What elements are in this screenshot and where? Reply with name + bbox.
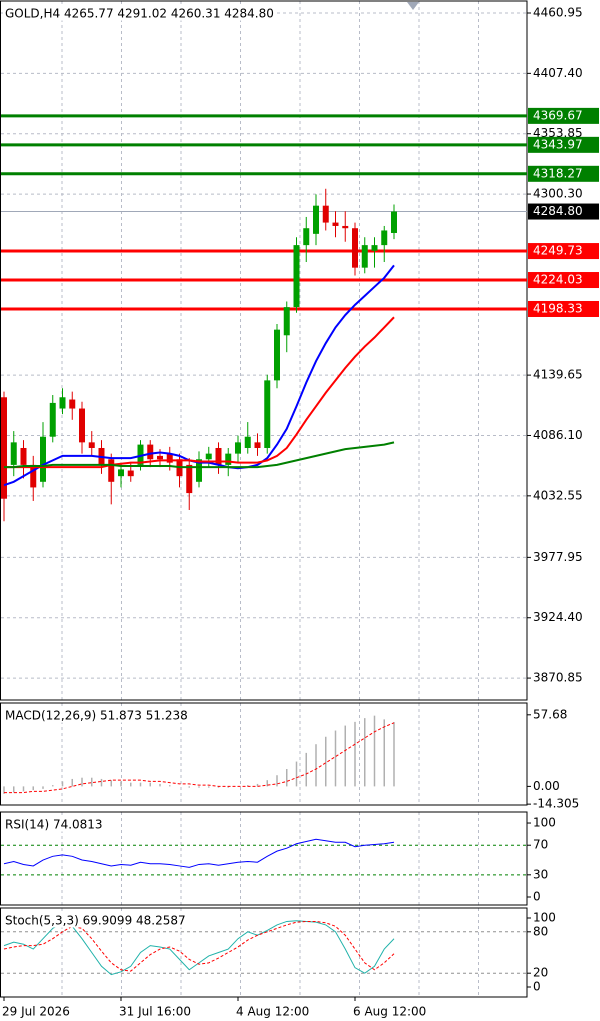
candle-body <box>157 455 163 460</box>
y-tick-label: 0.00 <box>533 779 560 793</box>
level-label: 4318.27 <box>533 166 583 180</box>
x-tick-label: 4 Aug 12:00 <box>236 1005 309 1019</box>
candle-body <box>391 211 397 233</box>
y-tick-label: 100 <box>533 911 556 925</box>
candle-body <box>313 205 319 234</box>
candle-body <box>118 469 124 477</box>
x-tick-label: 29 Jul 2026 <box>2 1005 70 1019</box>
level-label: 4198.33 <box>533 301 583 315</box>
y-tick-label: 70 <box>533 838 548 852</box>
candle-body <box>166 453 173 463</box>
y-tick-label: 0 <box>533 890 541 904</box>
y-tick-label: 100 <box>533 816 556 830</box>
y-tick-label: 3924.40 <box>533 610 583 624</box>
level-label-box <box>528 165 599 182</box>
indicator-line <box>3 920 395 972</box>
candle-body <box>371 245 378 251</box>
level-label-box <box>528 243 599 260</box>
x-axis-border <box>0 997 527 998</box>
candle-body <box>244 436 251 448</box>
candle-body <box>30 464 37 488</box>
y-tick-label: 4139.65 <box>533 368 583 382</box>
candle-body <box>186 464 193 494</box>
candle-body <box>381 230 388 246</box>
y-tick-label: 4032.55 <box>533 488 583 502</box>
candle-body <box>303 228 310 246</box>
pane-title: Stoch(5,3,3) 69.9099 48.2587 <box>5 914 186 928</box>
candle-body <box>88 442 95 448</box>
indicator-line <box>4 441 395 469</box>
candle-body <box>205 453 212 460</box>
candle-body <box>283 307 290 336</box>
candle-body <box>20 447 27 465</box>
level-label-box <box>528 136 599 153</box>
candle-body <box>332 222 339 226</box>
candle-body <box>79 408 85 443</box>
candle-body <box>40 436 46 482</box>
pane-title-bg <box>3 913 188 928</box>
candle-body <box>215 447 222 465</box>
last-price-label: 4284.80 <box>533 204 583 218</box>
candle-body <box>361 245 368 268</box>
level-label-box <box>528 300 599 317</box>
y-tick-label: 57.68 <box>533 707 567 721</box>
x-tick-label: 6 Aug 12:00 <box>353 1005 426 1019</box>
indicator-line <box>4 316 395 469</box>
indicator-line <box>4 722 395 794</box>
candle-body <box>127 470 134 477</box>
pane-title-bg <box>3 708 190 723</box>
pane-border <box>0 702 528 806</box>
x-tick-label: 31 Jul 16:00 <box>119 1005 191 1019</box>
candle-body <box>352 228 358 268</box>
y-tick-label: 4353.85 <box>533 126 583 140</box>
y-tick-label: 3870.85 <box>533 671 583 685</box>
y-tick-label: 20 <box>533 966 548 980</box>
y-tick-label: 0 <box>533 979 541 993</box>
y-tick-label: 4300.30 <box>533 187 583 201</box>
pane-title: RSI(14) 74.0813 <box>5 818 103 832</box>
candle-body <box>147 444 154 460</box>
y-tick-label: 4460.95 <box>533 6 583 20</box>
candle-body <box>1 397 7 499</box>
shift-marker <box>407 2 419 10</box>
y-tick-label: 4407.40 <box>533 66 583 80</box>
candle-body <box>235 442 241 454</box>
candle-body <box>225 453 232 465</box>
candle-body <box>108 459 115 482</box>
y-tick-label: -14.305 <box>533 797 579 811</box>
y-tick-label: 3977.95 <box>533 550 583 564</box>
candle-body <box>59 397 66 409</box>
candle-body <box>342 225 349 229</box>
candle-body <box>69 399 76 409</box>
y-tick-label: 30 <box>533 867 548 881</box>
pane-title-bg <box>3 817 105 832</box>
candle-body <box>274 329 280 381</box>
candle-body <box>254 442 261 448</box>
candle-body <box>49 402 56 437</box>
y-tick-label: 4086.10 <box>533 428 583 442</box>
candle-body <box>137 444 144 465</box>
candle-body <box>264 380 271 448</box>
pane-border <box>0 811 528 906</box>
level-label: 4343.97 <box>533 137 583 151</box>
candle-body <box>10 442 17 465</box>
level-label-box <box>528 107 599 124</box>
pane-title-bg <box>3 6 276 21</box>
pane-title: MACD(12,26,9) 51.873 51.238 <box>5 709 188 723</box>
pane-border <box>0 0 528 701</box>
level-label: 4224.03 <box>533 273 583 287</box>
candle-body <box>293 245 300 308</box>
candle-body <box>196 459 202 482</box>
level-label-box <box>528 272 599 289</box>
indicator-line <box>3 264 395 487</box>
candle-body <box>322 205 329 223</box>
last-price-box <box>528 203 599 220</box>
level-label: 4369.67 <box>533 108 583 122</box>
y-tick-label: 80 <box>533 924 548 938</box>
pane-title: GOLD,H4 4265.77 4291.02 4260.31 4284.80 <box>5 7 274 21</box>
indicator-line <box>3 838 395 868</box>
level-label: 4249.73 <box>533 244 583 258</box>
